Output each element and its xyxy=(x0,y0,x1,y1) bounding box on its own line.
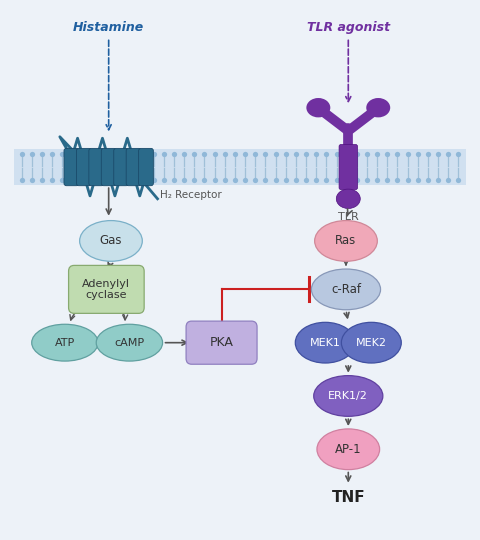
Ellipse shape xyxy=(312,269,381,310)
Ellipse shape xyxy=(314,376,383,416)
Ellipse shape xyxy=(315,220,377,261)
FancyBboxPatch shape xyxy=(101,148,116,186)
Text: cAMP: cAMP xyxy=(114,338,144,348)
Text: AP-1: AP-1 xyxy=(335,443,361,456)
Ellipse shape xyxy=(295,322,355,363)
Text: MEK1: MEK1 xyxy=(310,338,341,348)
Text: PKA: PKA xyxy=(210,336,233,349)
Text: c-Raf: c-Raf xyxy=(331,283,361,296)
Text: H₂ Receptor: H₂ Receptor xyxy=(160,190,222,200)
Text: Ras: Ras xyxy=(336,234,357,247)
Text: Histamine: Histamine xyxy=(73,21,144,34)
Text: Adenylyl
cyclase: Adenylyl cyclase xyxy=(83,279,131,300)
Ellipse shape xyxy=(317,429,380,470)
Text: TNF: TNF xyxy=(332,490,365,505)
Ellipse shape xyxy=(336,189,360,208)
FancyBboxPatch shape xyxy=(76,148,91,186)
Text: TLR agonist: TLR agonist xyxy=(307,21,390,34)
Text: ATP: ATP xyxy=(55,338,75,348)
Ellipse shape xyxy=(366,98,390,117)
Text: TLR: TLR xyxy=(338,212,359,222)
Text: ERK1/2: ERK1/2 xyxy=(328,391,368,401)
Ellipse shape xyxy=(96,324,163,361)
FancyBboxPatch shape xyxy=(186,321,257,365)
FancyBboxPatch shape xyxy=(139,148,154,186)
FancyBboxPatch shape xyxy=(339,145,358,190)
Bar xyxy=(14,149,466,185)
FancyBboxPatch shape xyxy=(126,148,141,186)
FancyBboxPatch shape xyxy=(69,265,144,313)
Text: Gas: Gas xyxy=(100,234,122,247)
Text: MEK2: MEK2 xyxy=(356,338,387,348)
Ellipse shape xyxy=(80,220,142,261)
Ellipse shape xyxy=(32,324,98,361)
FancyBboxPatch shape xyxy=(89,148,104,186)
Ellipse shape xyxy=(341,322,401,363)
FancyBboxPatch shape xyxy=(114,148,129,186)
FancyBboxPatch shape xyxy=(64,148,79,186)
Ellipse shape xyxy=(306,98,330,117)
